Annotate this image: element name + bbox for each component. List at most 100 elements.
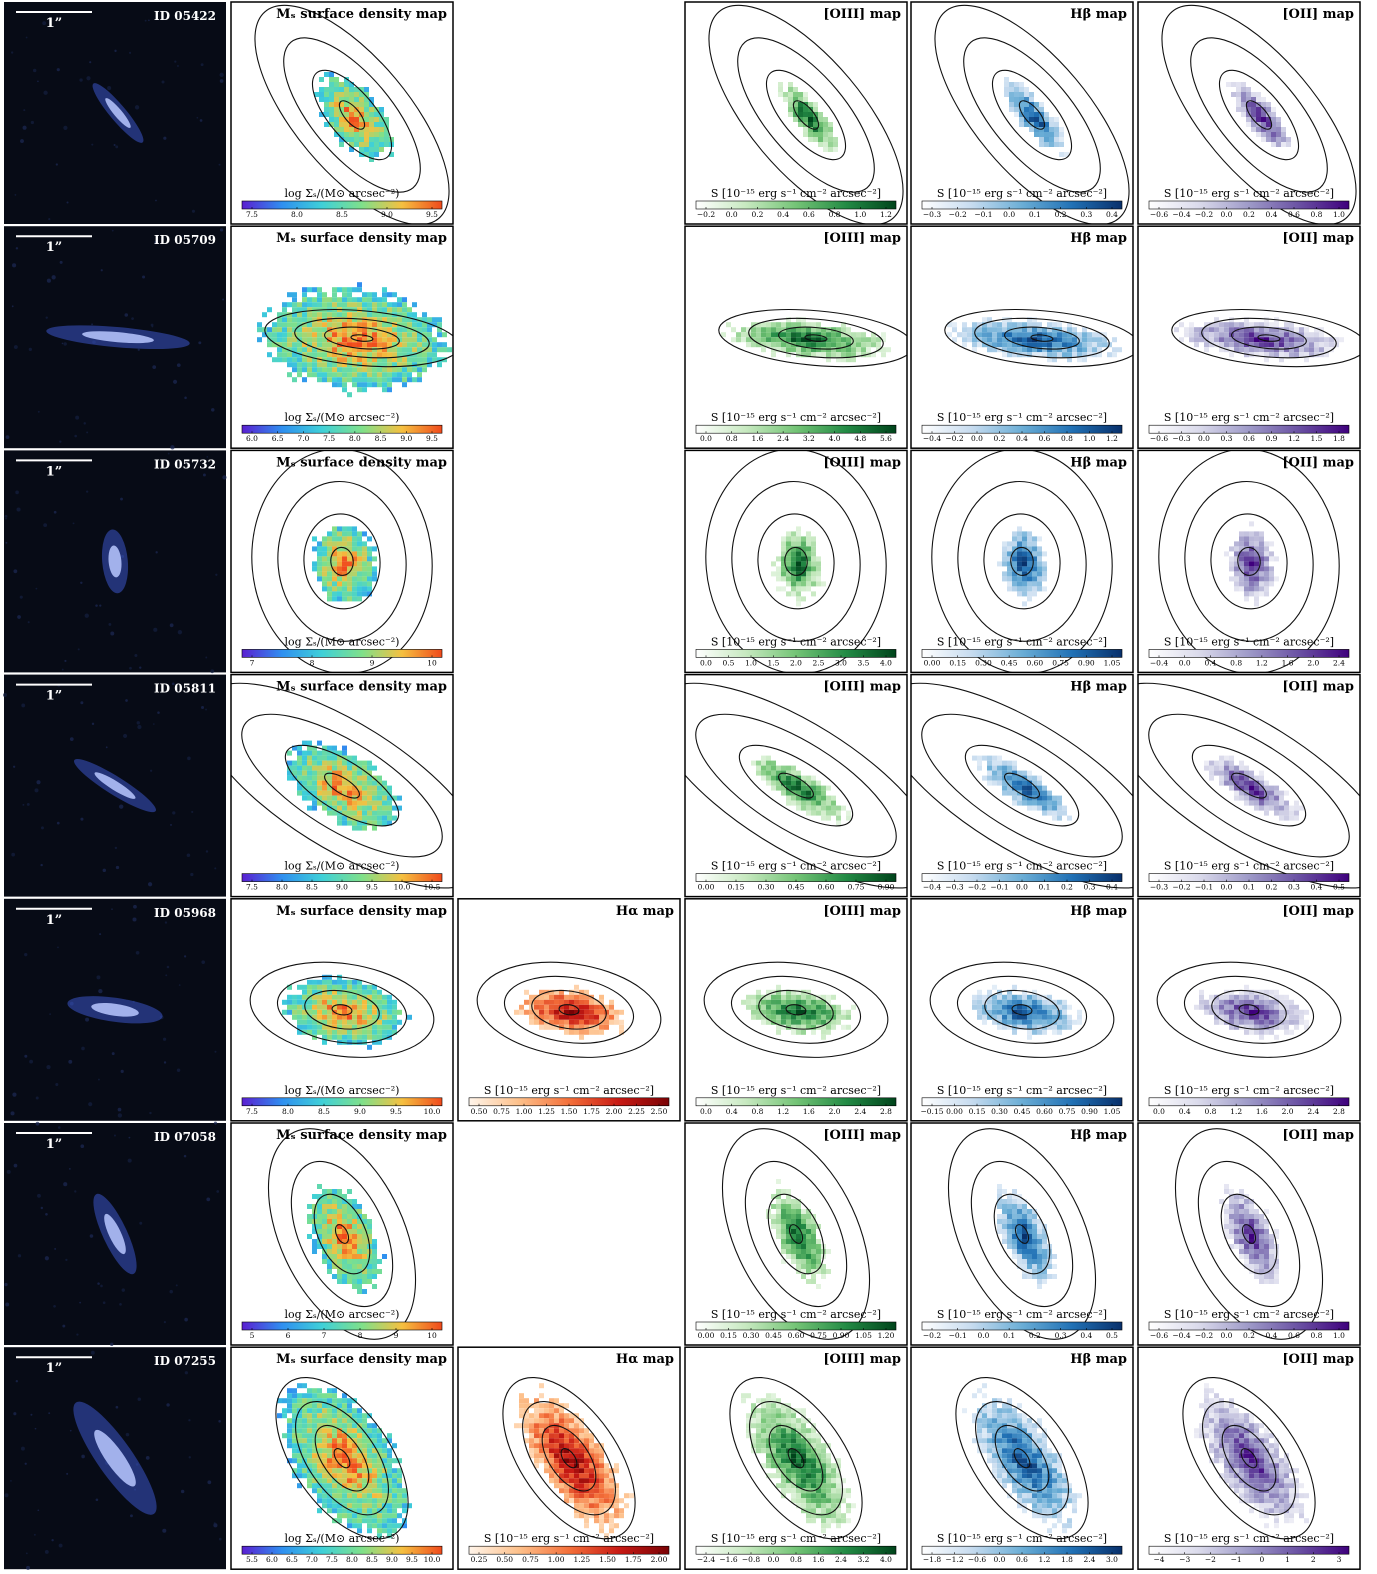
map-pixel xyxy=(1082,332,1087,338)
map-pixel xyxy=(801,556,806,562)
map-pixel xyxy=(1072,332,1077,338)
map-pixel xyxy=(876,337,881,343)
map-pixel xyxy=(357,1254,362,1259)
map-pixel xyxy=(1294,805,1299,811)
map-pixel xyxy=(746,337,751,343)
map-pixel xyxy=(1279,332,1284,338)
map-pixel xyxy=(796,1219,801,1224)
map-pixel xyxy=(1007,586,1012,592)
map-pixel xyxy=(579,994,584,1000)
map-pixel xyxy=(337,1249,342,1254)
map-pixel xyxy=(1259,556,1264,562)
map-pixel xyxy=(1027,337,1032,343)
map-pixel xyxy=(726,322,731,328)
map-pixel xyxy=(377,372,382,378)
map-pixel xyxy=(1249,571,1254,577)
map-pixel xyxy=(1002,999,1007,1005)
map-pixel xyxy=(1284,815,1289,821)
map-pixel xyxy=(756,765,761,771)
map-pixel xyxy=(372,332,377,338)
colorbar-tick-label: 8 xyxy=(358,1331,363,1340)
map-pixel xyxy=(1251,112,1256,117)
colorbar-tick-label: 0.75 xyxy=(493,1107,510,1116)
map-pixel xyxy=(781,342,786,348)
colorbar-tick-label: 6 xyxy=(286,1331,291,1340)
map-pixel xyxy=(367,1234,372,1239)
map-pixel xyxy=(1224,1219,1229,1224)
map-pixel xyxy=(554,1403,559,1409)
map-pixel xyxy=(327,1498,332,1504)
map-pixel xyxy=(352,576,357,582)
map-pixel xyxy=(357,307,362,313)
map-pixel xyxy=(1254,327,1259,333)
map-pixel xyxy=(1319,332,1324,338)
map-pixel xyxy=(1246,102,1251,107)
map-pixel xyxy=(1209,770,1214,776)
map-pixel xyxy=(387,1453,392,1459)
map-pixel xyxy=(317,372,322,378)
map-pixel xyxy=(781,551,786,557)
map-pixel xyxy=(382,1014,387,1020)
map-pixel xyxy=(793,107,798,112)
map-pixel xyxy=(357,347,362,353)
map-pixel xyxy=(352,1274,357,1279)
rgb-image-panel: 1” ID 05422 xyxy=(4,2,226,224)
map-pixel xyxy=(1289,352,1294,358)
map-pixel xyxy=(322,755,327,761)
map-pixel xyxy=(367,1004,372,1010)
isophote-contour xyxy=(1174,1128,1324,1340)
map-pixel xyxy=(287,994,292,1000)
map-pixel xyxy=(1304,332,1309,338)
map-pixel xyxy=(357,1279,362,1284)
map-pixel xyxy=(362,805,367,811)
map-pixel xyxy=(1007,541,1012,547)
panel-frame xyxy=(230,898,454,1122)
map-pixel xyxy=(796,1199,801,1204)
map-pixel xyxy=(257,337,262,343)
map-pixel xyxy=(377,297,382,303)
map-pixel xyxy=(1234,775,1239,781)
map-pixel xyxy=(1019,92,1024,97)
map-pixel xyxy=(1244,531,1249,537)
map-pixel xyxy=(297,347,302,353)
map-pixel xyxy=(1037,546,1042,552)
map-pixel xyxy=(417,367,422,373)
map-pixel xyxy=(1042,1009,1047,1015)
map-pixel xyxy=(771,322,776,328)
map-pixel xyxy=(342,367,347,373)
map-pixel xyxy=(1229,1004,1234,1010)
map-pixel xyxy=(1007,1024,1012,1030)
map-pixel xyxy=(1289,1004,1294,1010)
map-pixel xyxy=(352,1019,357,1025)
map-pixel xyxy=(422,362,427,368)
map-pixel xyxy=(1087,342,1092,348)
map-pixel xyxy=(604,1014,609,1020)
map-pixel xyxy=(357,984,362,990)
map-pixel xyxy=(1234,571,1239,577)
map-pixel xyxy=(1274,1279,1279,1284)
map-pixel xyxy=(1007,1234,1012,1239)
map-pixel xyxy=(796,536,801,542)
map-pixel xyxy=(569,1014,574,1020)
colorbar-tick-label: −0.2 xyxy=(1172,883,1190,892)
map-pixel xyxy=(282,347,287,353)
map-pixel xyxy=(297,327,302,333)
map-pixel xyxy=(1039,102,1044,107)
map-pixel xyxy=(1319,347,1324,353)
map-pixel xyxy=(332,596,337,602)
map-pixel xyxy=(811,1014,816,1020)
map-pixel xyxy=(972,347,977,353)
map-pixel xyxy=(1269,327,1274,333)
map-pixel xyxy=(352,352,357,358)
map-pixel xyxy=(352,536,357,542)
map-pixel xyxy=(1077,1019,1082,1025)
map-pixel xyxy=(574,1024,579,1030)
map-pixel xyxy=(801,536,806,542)
map-pixel xyxy=(534,1004,539,1010)
map-pixel xyxy=(1039,117,1044,122)
map-pixel xyxy=(322,750,327,756)
map-pixel xyxy=(317,1403,322,1409)
map-pixel xyxy=(992,347,997,353)
